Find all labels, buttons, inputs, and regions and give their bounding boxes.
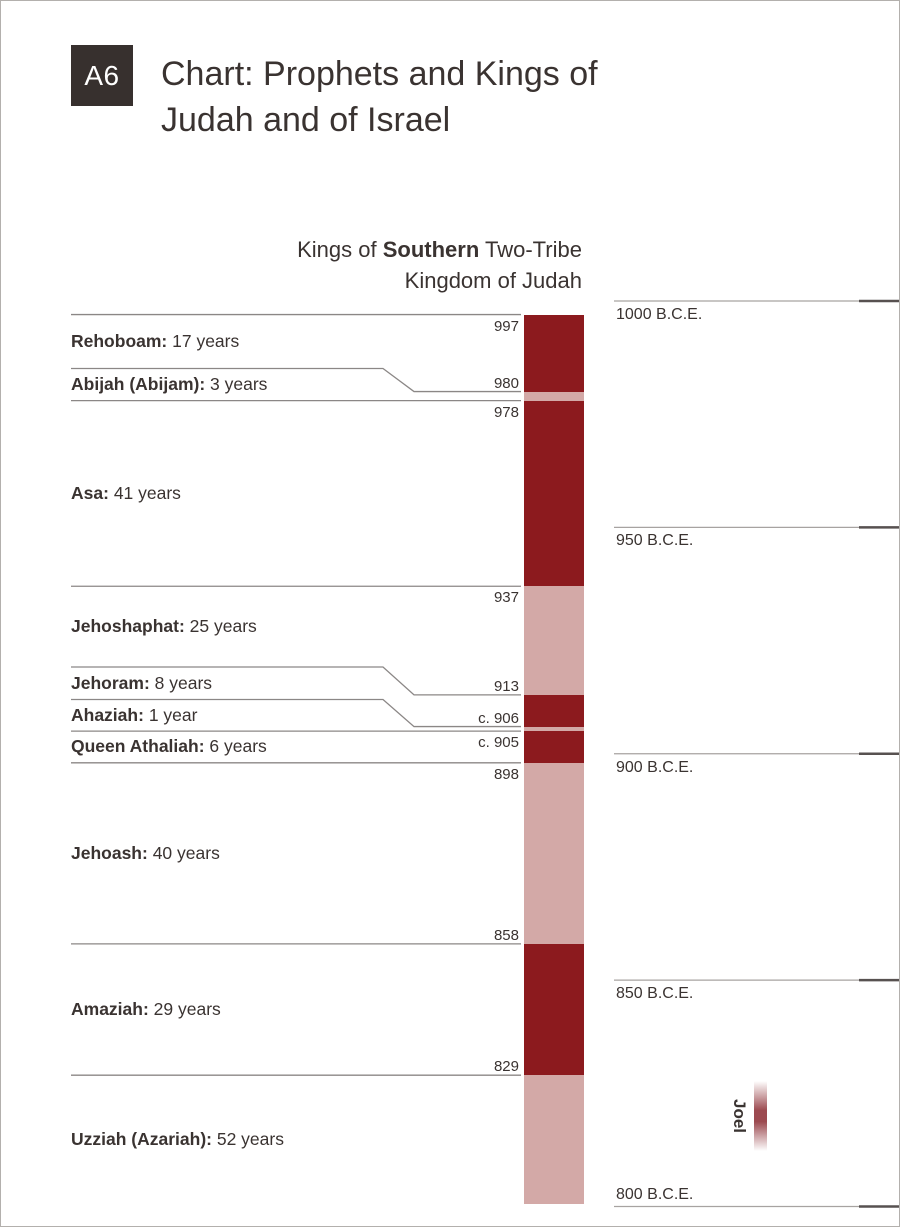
section-badge: A6	[71, 45, 133, 106]
prophet-label: Joel	[729, 1098, 749, 1133]
king-label: Uzziah (Azariah): 52 years	[71, 1130, 521, 1149]
reign-bar-segment	[524, 314, 584, 392]
king-name: Ahaziah:	[71, 704, 144, 725]
king-name: Rehoboam:	[71, 331, 168, 352]
column-heading-post: Two-Tribe	[479, 237, 582, 262]
reign-bar-segment	[524, 731, 584, 763]
king-label: Jehoshaphat: 25 years	[71, 617, 521, 636]
column-heading-line2: Kingdom of Judah	[404, 268, 582, 293]
reign-start-year: 858	[493, 926, 519, 944]
king-label: Abijah (Abijam): 3 years	[71, 375, 521, 394]
king-rule	[71, 698, 521, 728]
scale-label: 800 B.C.E.	[616, 1185, 694, 1203]
king-label: Ahaziah: 1 year	[71, 704, 521, 725]
reign-start-year: 913	[493, 677, 519, 695]
scale-label: 900 B.C.E.	[616, 758, 694, 776]
column-heading: Kings of Southern Two-Tribe Kingdom of J…	[297, 234, 582, 296]
king-name: Abijah (Abijam):	[71, 374, 206, 395]
king-label: Jehoash: 40 years	[71, 842, 521, 863]
page-title: Chart: Prophets and Kings of Judah and of…	[161, 51, 598, 143]
reign-start-year: 937	[493, 589, 519, 607]
king-name: Jehoash:	[71, 842, 148, 863]
king-reign-duration: 8 years	[154, 672, 213, 693]
king-label: Rehoboam: 17 years	[71, 332, 521, 351]
king-reign-duration: 25 years	[189, 616, 257, 637]
king-label: Jehoram: 8 years	[71, 672, 521, 693]
reign-bar-segment	[524, 943, 584, 1076]
king-label: Asa: 41 years	[71, 482, 521, 503]
king-name: Queen Athaliah:	[71, 736, 205, 757]
column-heading-pre: Kings of	[297, 237, 383, 262]
king-name: Asa:	[71, 482, 109, 503]
king-reign-duration: 29 years	[153, 999, 221, 1020]
reign-start-year: c. 906	[478, 709, 519, 727]
reign-bar-segment	[524, 586, 584, 695]
reign-start-year: 898	[493, 765, 519, 783]
reign-bar-segment	[524, 762, 584, 944]
reign-start-year: 997	[493, 317, 519, 335]
reign-start-year: 980	[493, 374, 519, 392]
reign-start-year: 829	[493, 1058, 519, 1076]
reign-bar-segment	[524, 391, 584, 401]
reign-start-year: c. 905	[478, 734, 519, 752]
prophet-period-marker	[754, 1080, 767, 1151]
king-name: Uzziah (Azariah):	[71, 1129, 212, 1150]
king-name: Amaziah:	[71, 999, 149, 1020]
king-name: Jehoshaphat:	[71, 616, 185, 637]
king-reign-duration: 40 years	[152, 842, 220, 863]
scale-label: 1000 B.C.E.	[616, 306, 703, 323]
king-rule	[71, 367, 521, 393]
reign-bar-segment	[524, 726, 584, 732]
king-reign-duration: 1 year	[148, 704, 198, 725]
reign-bar-segment	[524, 1075, 584, 1204]
column-heading-line1: Kings of Southern Two-Tribe	[297, 234, 582, 265]
king-label: Amaziah: 29 years	[71, 1000, 521, 1019]
reign-bar-segment	[524, 400, 584, 587]
reign-start-year: 978	[493, 403, 519, 421]
king-reign-duration: 41 years	[113, 482, 181, 503]
king-rule	[71, 666, 521, 696]
king-reign-duration: 6 years	[209, 736, 267, 757]
king-label: Queen Athaliah: 6 years	[71, 737, 521, 756]
reign-bar-segment	[524, 694, 584, 727]
scale-label: 950 B.C.E.	[616, 532, 694, 550]
page-title-line1: Chart: Prophets and Kings of	[161, 55, 598, 93]
king-reign-duration: 17 years	[172, 331, 240, 352]
king-reign-duration: 3 years	[210, 374, 268, 395]
king-name: Jehoram:	[71, 672, 150, 693]
column-heading-bold: Southern	[382, 237, 480, 262]
page-title-line2: Judah and of Israel	[161, 101, 451, 139]
scale-label: 850 B.C.E.	[616, 985, 694, 1003]
king-reign-duration: 52 years	[216, 1129, 284, 1150]
